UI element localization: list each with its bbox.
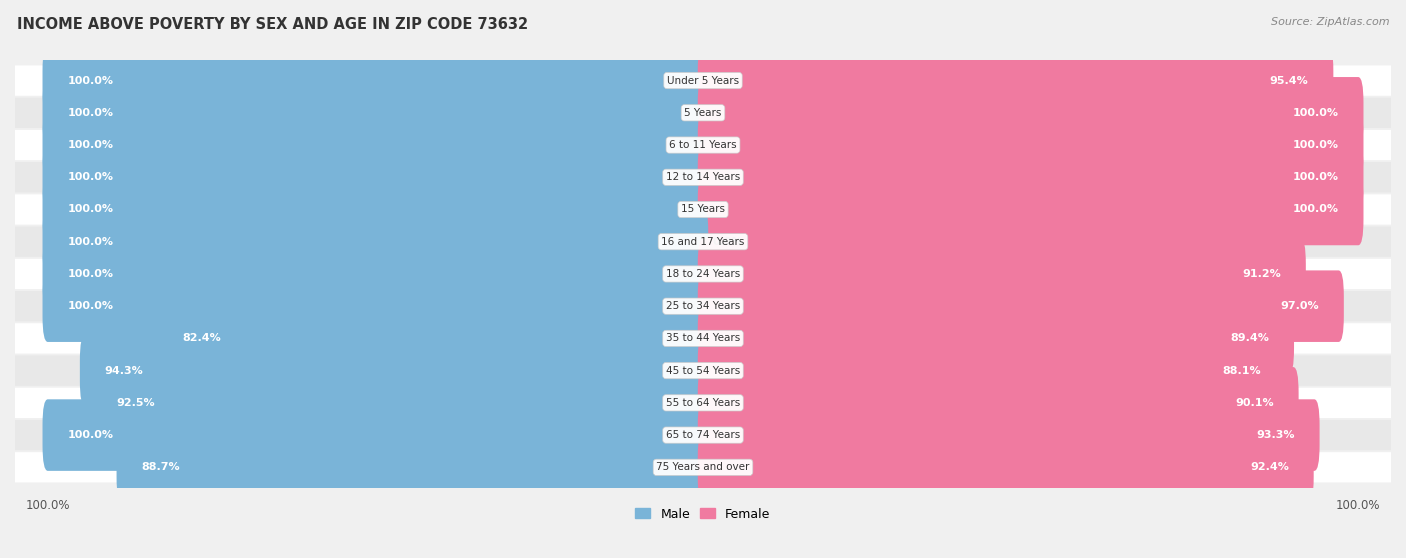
FancyBboxPatch shape: [15, 194, 1391, 225]
Text: 100.0%: 100.0%: [1292, 108, 1339, 118]
Text: 15 Years: 15 Years: [681, 204, 725, 214]
FancyBboxPatch shape: [697, 335, 1285, 406]
FancyBboxPatch shape: [697, 174, 1364, 246]
FancyBboxPatch shape: [697, 431, 1313, 503]
FancyBboxPatch shape: [42, 206, 709, 277]
FancyBboxPatch shape: [42, 174, 709, 246]
Text: 94.3%: 94.3%: [105, 365, 143, 376]
Text: 92.5%: 92.5%: [117, 398, 155, 408]
Text: 95.4%: 95.4%: [1270, 75, 1309, 85]
Text: 25 to 34 Years: 25 to 34 Years: [666, 301, 740, 311]
Text: 100.0%: 100.0%: [67, 430, 114, 440]
Text: 100.0%: 100.0%: [1292, 140, 1339, 150]
FancyBboxPatch shape: [42, 271, 709, 342]
Text: 100.0%: 100.0%: [1292, 172, 1339, 182]
Text: 100.0%: 100.0%: [67, 237, 114, 247]
Text: 88.1%: 88.1%: [1222, 365, 1261, 376]
Text: INCOME ABOVE POVERTY BY SEX AND AGE IN ZIP CODE 73632: INCOME ABOVE POVERTY BY SEX AND AGE IN Z…: [17, 17, 529, 32]
Text: 6 to 11 Years: 6 to 11 Years: [669, 140, 737, 150]
FancyBboxPatch shape: [697, 45, 1333, 117]
FancyBboxPatch shape: [697, 367, 1299, 439]
FancyBboxPatch shape: [15, 130, 1391, 160]
Text: 5 Years: 5 Years: [685, 108, 721, 118]
FancyBboxPatch shape: [697, 400, 1320, 471]
Text: 18 to 24 Years: 18 to 24 Years: [666, 269, 740, 279]
Text: 90.1%: 90.1%: [1234, 398, 1274, 408]
FancyBboxPatch shape: [42, 77, 709, 148]
FancyBboxPatch shape: [42, 400, 709, 471]
Text: 91.2%: 91.2%: [1241, 269, 1281, 279]
Text: 75 Years and over: 75 Years and over: [657, 463, 749, 472]
Text: 100.0%: 100.0%: [67, 269, 114, 279]
Text: 82.4%: 82.4%: [183, 333, 222, 343]
Text: 55 to 64 Years: 55 to 64 Years: [666, 398, 740, 408]
Legend: Male, Female: Male, Female: [636, 508, 770, 521]
FancyBboxPatch shape: [15, 259, 1391, 289]
FancyBboxPatch shape: [15, 355, 1391, 386]
Text: 97.0%: 97.0%: [1281, 301, 1319, 311]
Text: 12 to 14 Years: 12 to 14 Years: [666, 172, 740, 182]
Text: 100.0%: 100.0%: [67, 301, 114, 311]
FancyBboxPatch shape: [15, 291, 1391, 321]
FancyBboxPatch shape: [15, 162, 1391, 193]
Text: 100.0%: 100.0%: [67, 204, 114, 214]
Text: 35 to 44 Years: 35 to 44 Years: [666, 333, 740, 343]
FancyBboxPatch shape: [697, 302, 1294, 374]
Text: 45 to 54 Years: 45 to 54 Years: [666, 365, 740, 376]
Text: Source: ZipAtlas.com: Source: ZipAtlas.com: [1271, 17, 1389, 27]
FancyBboxPatch shape: [15, 420, 1391, 450]
Text: 100.0%: 100.0%: [67, 75, 114, 85]
Text: 100.0%: 100.0%: [67, 172, 114, 182]
Text: 100.0%: 100.0%: [67, 108, 114, 118]
FancyBboxPatch shape: [42, 142, 709, 213]
FancyBboxPatch shape: [42, 238, 709, 310]
FancyBboxPatch shape: [15, 227, 1391, 257]
FancyBboxPatch shape: [15, 452, 1391, 483]
Text: 65 to 74 Years: 65 to 74 Years: [666, 430, 740, 440]
FancyBboxPatch shape: [15, 388, 1391, 418]
FancyBboxPatch shape: [15, 65, 1391, 96]
FancyBboxPatch shape: [697, 142, 1364, 213]
Text: 100.0%: 100.0%: [1292, 204, 1339, 214]
Text: 100.0%: 100.0%: [67, 140, 114, 150]
FancyBboxPatch shape: [697, 109, 1364, 181]
FancyBboxPatch shape: [157, 302, 709, 374]
FancyBboxPatch shape: [42, 45, 709, 117]
FancyBboxPatch shape: [15, 98, 1391, 128]
Text: Under 5 Years: Under 5 Years: [666, 75, 740, 85]
Text: 88.7%: 88.7%: [142, 463, 180, 472]
Text: 93.3%: 93.3%: [1256, 430, 1295, 440]
FancyBboxPatch shape: [697, 77, 1364, 148]
FancyBboxPatch shape: [91, 367, 709, 439]
Text: 89.4%: 89.4%: [1230, 333, 1270, 343]
FancyBboxPatch shape: [697, 238, 1306, 310]
FancyBboxPatch shape: [42, 109, 709, 181]
FancyBboxPatch shape: [697, 271, 1344, 342]
FancyBboxPatch shape: [117, 431, 709, 503]
Text: 16 and 17 Years: 16 and 17 Years: [661, 237, 745, 247]
Text: 0.0%: 0.0%: [713, 237, 744, 247]
Text: 92.4%: 92.4%: [1250, 463, 1289, 472]
FancyBboxPatch shape: [15, 323, 1391, 354]
FancyBboxPatch shape: [80, 335, 709, 406]
